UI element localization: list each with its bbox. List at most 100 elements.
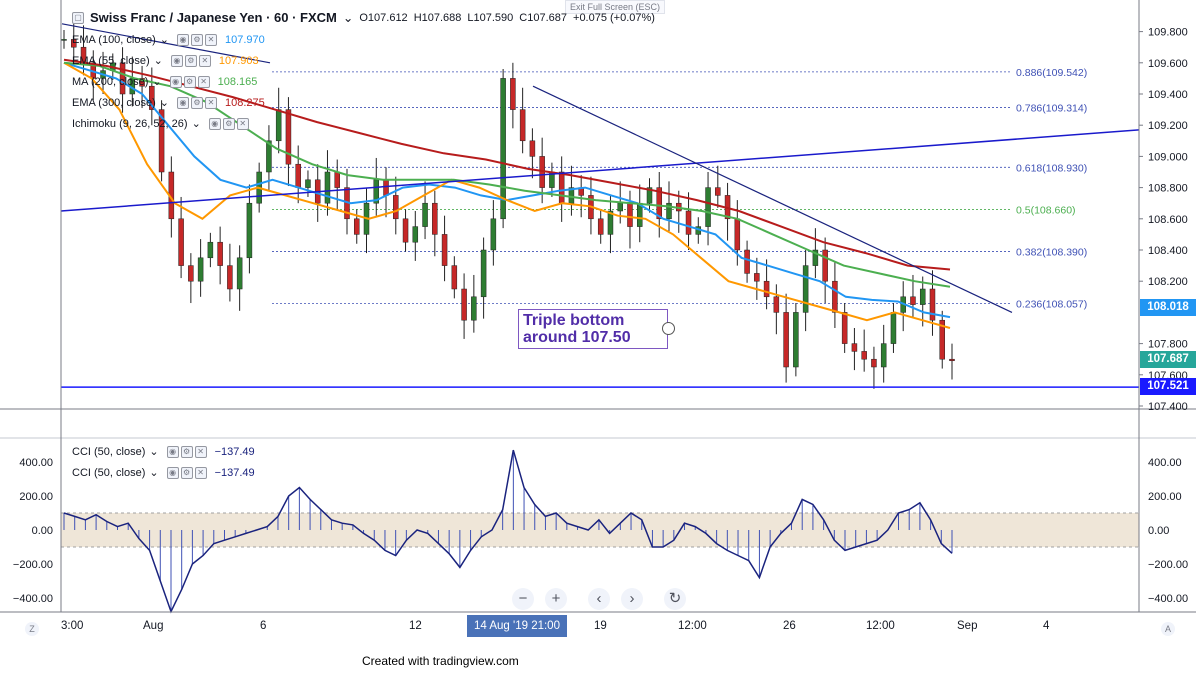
close-icon[interactable]: ✕ — [198, 54, 211, 67]
x-tick-label: 12:00 — [678, 620, 707, 632]
close-icon[interactable]: ✕ — [204, 96, 217, 109]
x-tick-label: 12:00 — [866, 620, 895, 632]
legend-actions: ◉ ⚙ ✕ — [176, 33, 217, 46]
auto-scale-button[interactable]: A — [1161, 622, 1175, 636]
legend-actions: ◉ ⚙ ✕ — [208, 117, 249, 130]
cci-tick-label-right: −400.00 — [1148, 593, 1188, 605]
eye-icon[interactable]: ◉ — [166, 445, 179, 458]
fib-label: 0.236(108.057) — [1016, 299, 1087, 311]
legend-actions: ◉ ⚙ ✕ — [169, 75, 210, 88]
close-icon[interactable]: ✕ — [236, 117, 249, 130]
close-icon[interactable]: ✕ — [194, 445, 207, 458]
price-tag: 108.018 — [1140, 299, 1196, 316]
symbol-title[interactable]: Swiss Franc / Japanese Yen · 60 · FXCM — [90, 10, 337, 25]
chevron-down-icon[interactable]: ⌄ — [159, 97, 169, 109]
candle-body — [158, 109, 165, 173]
gear-icon[interactable]: ⚙ — [180, 466, 193, 479]
candle-body — [305, 179, 311, 188]
eye-icon[interactable]: ◉ — [176, 96, 189, 109]
legend-actions: ◉ ⚙ ✕ — [176, 96, 217, 109]
cci-tick-label-left: −200.00 — [13, 559, 53, 571]
candle-body — [607, 210, 614, 235]
gear-icon[interactable]: ⚙ — [190, 96, 203, 109]
exit-fullscreen-button[interactable]: Exit Full Screen (ESC) — [565, 0, 666, 14]
z-button[interactable]: Z — [25, 622, 39, 636]
cci-tick-label-right: 400.00 — [1148, 457, 1182, 469]
chevron-down-icon[interactable]: ⌄ — [342, 11, 354, 25]
scroll-right-button[interactable]: › — [621, 588, 643, 610]
scroll-left-button[interactable]: ‹ — [588, 588, 610, 610]
cci-line — [63, 449, 953, 614]
eye-icon[interactable]: ◉ — [166, 466, 179, 479]
gear-icon[interactable]: ⚙ — [183, 75, 196, 88]
x-tick-label: 26 — [783, 620, 796, 632]
legend-actions: ◉ ⚙ ✕ — [170, 54, 211, 67]
price-tag: 107.687 — [1140, 351, 1196, 368]
chart-header: ▢ Swiss Franc / Japanese Yen · 60 · FXCM… — [72, 10, 655, 25]
gear-icon[interactable]: ⚙ — [222, 117, 235, 130]
candle-body — [617, 202, 623, 212]
ohlc-change: +0.075 (+0.07%) — [573, 11, 655, 24]
candle-body — [929, 288, 936, 321]
candle-body — [627, 202, 633, 227]
close-icon[interactable]: ✕ — [194, 466, 207, 479]
candle-body — [149, 85, 155, 110]
eye-icon[interactable]: ◉ — [176, 33, 189, 46]
eye-icon[interactable]: ◉ — [169, 75, 182, 88]
early-trendline — [61, 23, 271, 64]
chevron-down-icon[interactable]: ⌄ — [159, 34, 169, 46]
candle-body — [227, 265, 233, 290]
close-icon[interactable]: ✕ — [197, 75, 210, 88]
candle-body — [402, 218, 409, 243]
candle-body — [422, 202, 428, 227]
chevron-down-icon[interactable]: ⌄ — [149, 446, 159, 458]
legend-label: Ichimoku (9, 26, 52, 26) — [72, 117, 188, 130]
annotation-box[interactable]: Triple bottom around 107.50 — [518, 309, 668, 349]
axes: 109.800 109.600 109.400 109.200 109.000 108.8… — [0, 0, 1196, 613]
footer-credit: Created with tradingview.com — [362, 654, 519, 668]
price-tag: 107.521 — [1140, 378, 1196, 395]
price-tick-label: 108.800 — [1148, 183, 1188, 195]
gear-icon[interactable]: ⚙ — [190, 33, 203, 46]
gear-icon[interactable]: ⚙ — [180, 445, 193, 458]
cci-legend-row[interactable]: CCI (50, close) ⌄ ◉ ⚙ ✕ −137.49 — [72, 466, 255, 479]
collapse-icon[interactable]: ▢ — [72, 11, 84, 24]
chevron-down-icon[interactable]: ⌄ — [152, 76, 162, 88]
eye-icon[interactable]: ◉ — [208, 117, 221, 130]
legend-actions: ◉ ⚙ ✕ — [166, 445, 207, 458]
chevron-down-icon[interactable]: ⌄ — [149, 467, 159, 479]
ma-line — [63, 61, 951, 329]
candle-body — [822, 249, 828, 282]
fib-label: 0.382(108.390) — [1016, 247, 1087, 259]
cci-tick-label-left: 400.00 — [19, 457, 53, 469]
legend-row[interactable]: MA (200, close) ⌄ ◉ ⚙ ✕ 108.165 — [72, 75, 257, 88]
candle-body — [841, 312, 848, 344]
legend-label: EMA (100, close) — [72, 33, 156, 46]
zoom-in-button[interactable]: + — [545, 588, 567, 610]
legend-row[interactable]: EMA (300, close) ⌄ ◉ ⚙ ✕ 108.275 — [72, 96, 265, 109]
fib-label: 0.886(109.542) — [1016, 67, 1087, 79]
legend-row[interactable]: EMA (100, close) ⌄ ◉ ⚙ ✕ 107.970 — [72, 33, 265, 46]
candle-body — [217, 241, 223, 266]
close-icon[interactable]: ✕ — [204, 33, 217, 46]
candle-body — [783, 312, 789, 368]
candle-body — [568, 187, 575, 204]
chevron-down-icon[interactable]: ⌄ — [153, 55, 163, 67]
zoom-out-button[interactable]: − — [512, 588, 534, 610]
legend-value: 108.165 — [217, 75, 258, 88]
gear-icon[interactable]: ⚙ — [184, 54, 197, 67]
eye-icon[interactable]: ◉ — [170, 54, 183, 67]
candle-body — [275, 109, 282, 142]
reset-chart-button[interactable]: ↻ — [664, 588, 686, 610]
cci-legend-row[interactable]: CCI (50, close) ⌄ ◉ ⚙ ✕ −137.49 — [72, 445, 255, 458]
ohlc-open: O107.612 — [359, 11, 408, 24]
candle-body — [500, 78, 506, 220]
annotation-handle-icon[interactable] — [662, 322, 675, 335]
legend-row[interactable]: EMA (55, close) ⌄ ◉ ⚙ ✕ 107.903 — [72, 54, 259, 67]
candle-body — [949, 358, 955, 362]
price-tick-label: 109.800 — [1148, 27, 1188, 39]
legend-row[interactable]: Ichimoku (9, 26, 52, 26) ⌄ ◉ ⚙ ✕ — [72, 117, 257, 130]
chevron-down-icon[interactable]: ⌄ — [191, 118, 201, 130]
legend-label: EMA (55, close) — [72, 54, 150, 67]
